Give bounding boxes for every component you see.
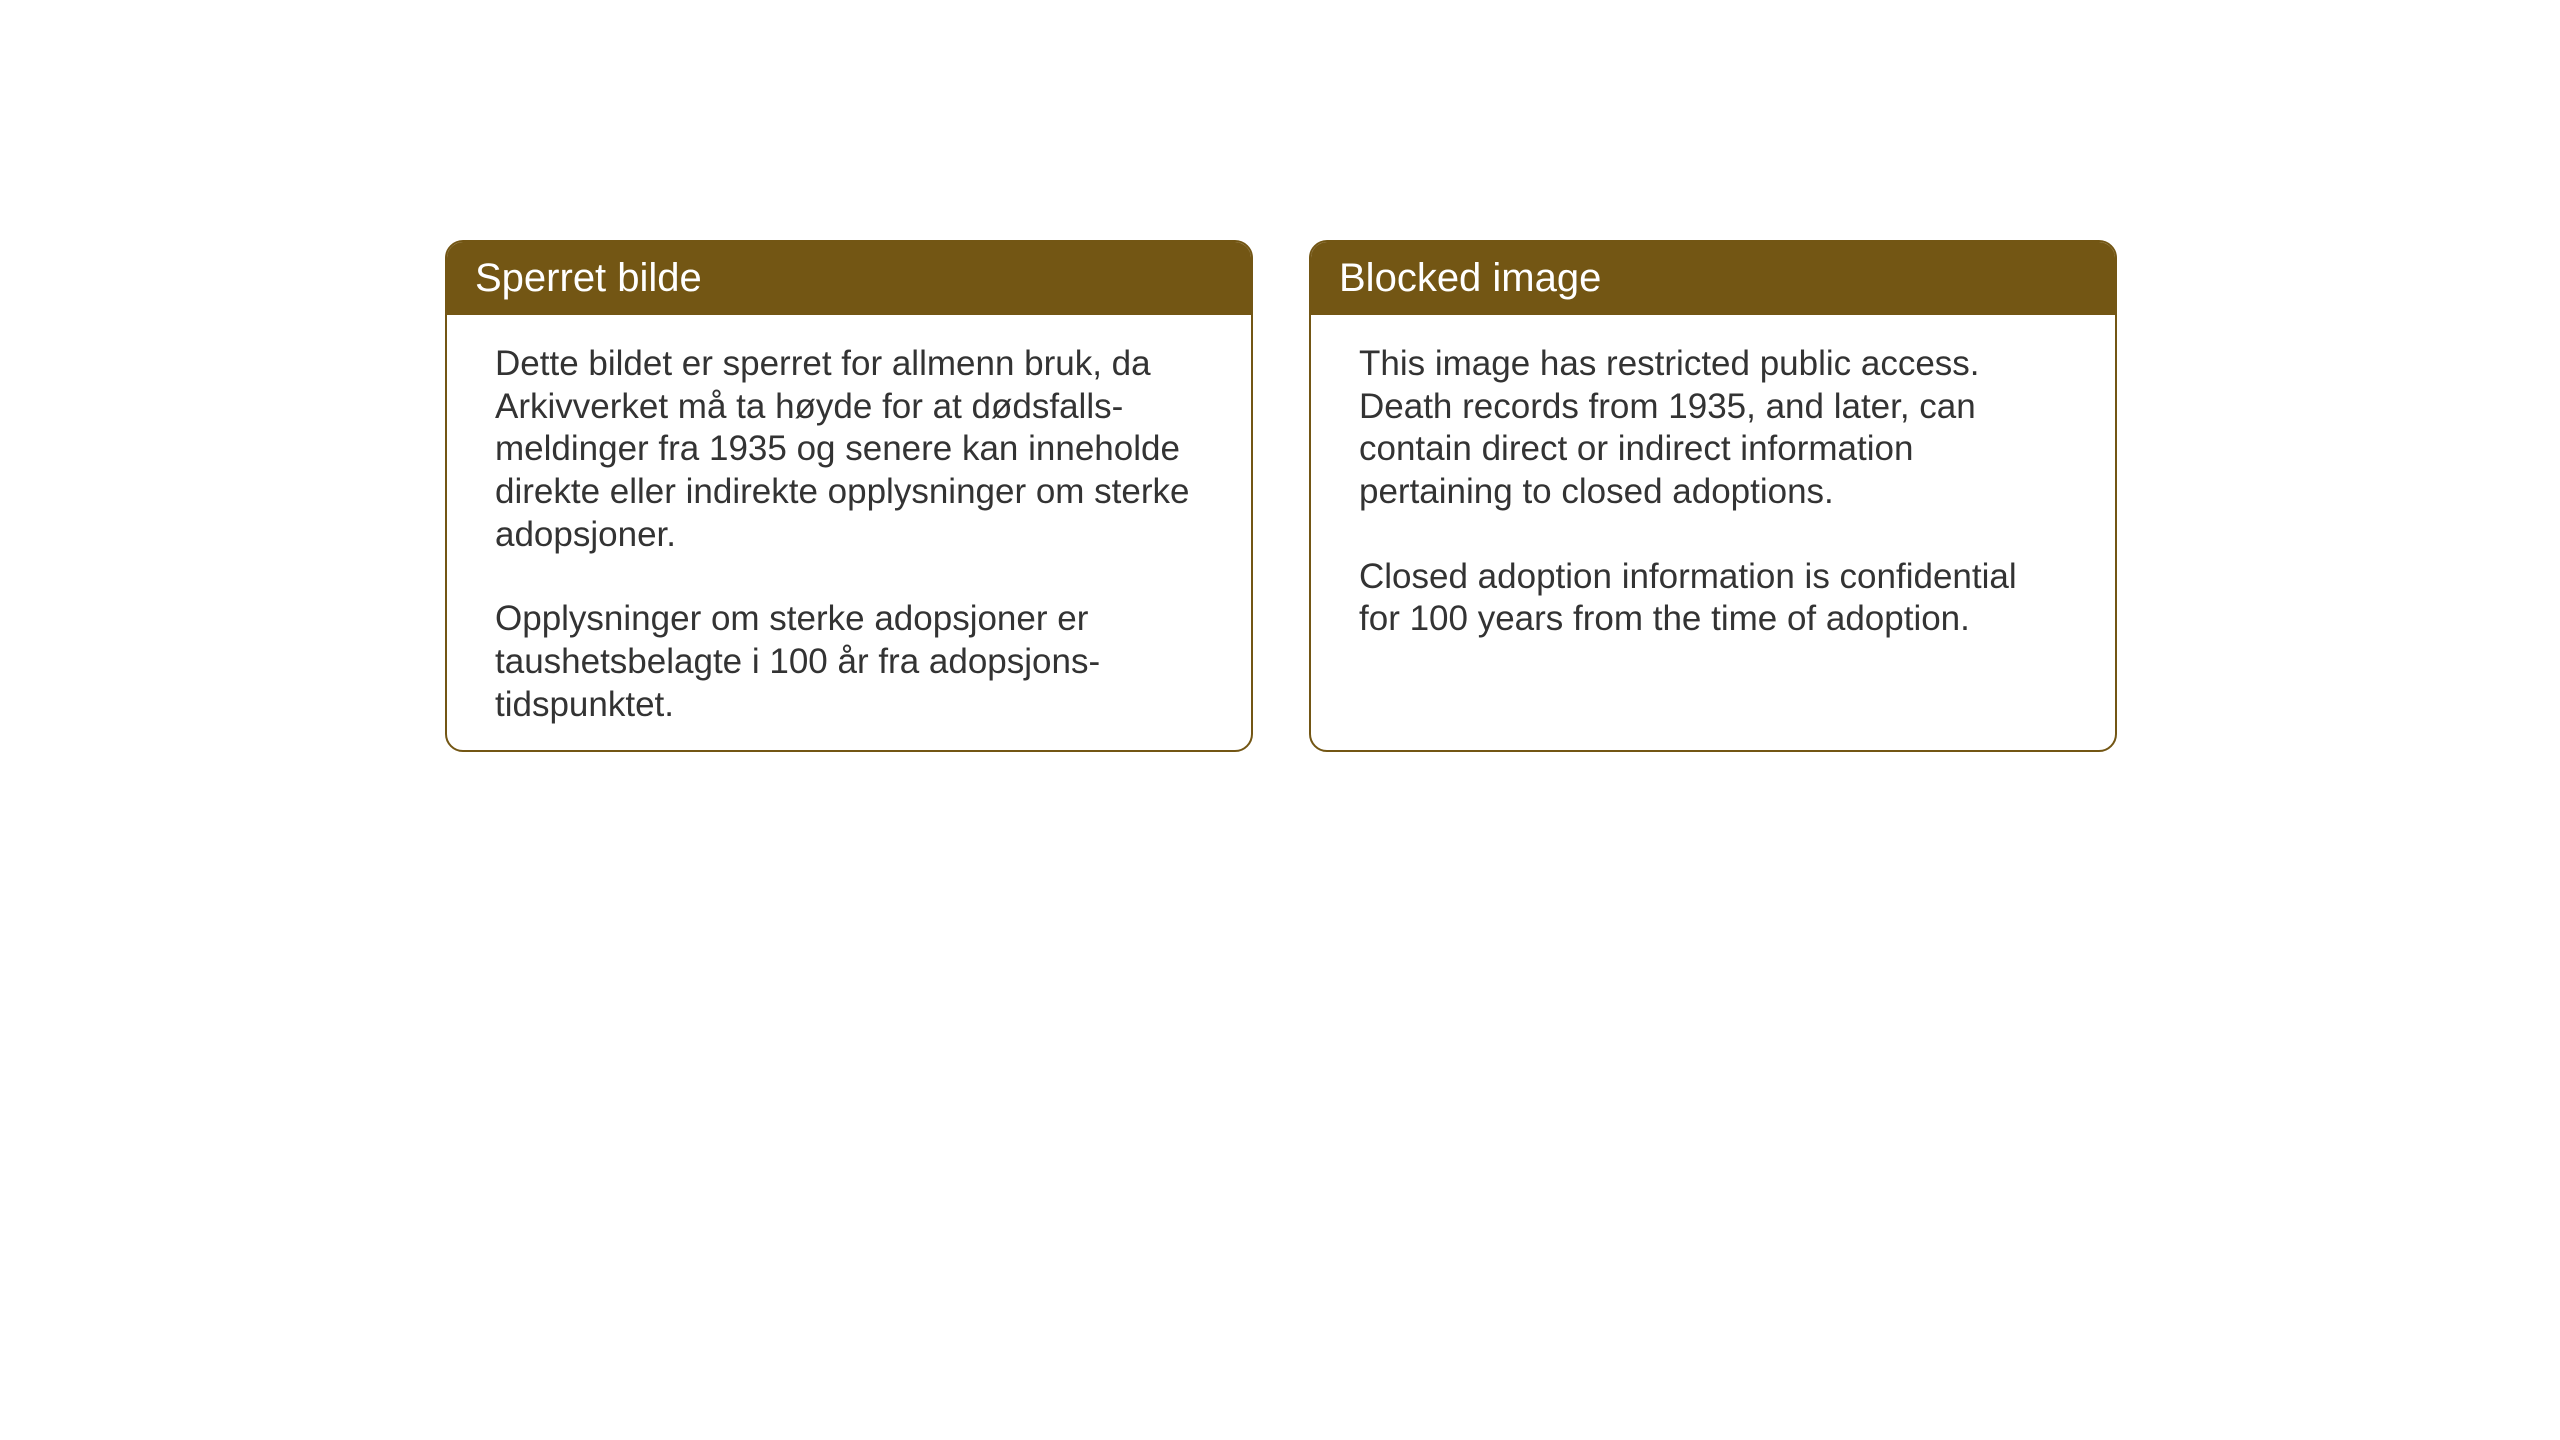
card-body-english: This image has restricted public access.… bbox=[1311, 315, 2115, 669]
card-body-norwegian: Dette bildet er sperret for allmenn bruk… bbox=[447, 315, 1251, 752]
card-paragraph: Opplysninger om sterke adopsjoner er tau… bbox=[495, 598, 1203, 726]
card-paragraph: Closed adoption information is confident… bbox=[1359, 556, 2067, 641]
card-paragraph: This image has restricted public access.… bbox=[1359, 343, 2067, 514]
card-paragraph: Dette bildet er sperret for allmenn bruk… bbox=[495, 343, 1203, 556]
card-title: Blocked image bbox=[1339, 256, 1601, 300]
notice-container: Sperret bilde Dette bildet er sperret fo… bbox=[445, 240, 2117, 752]
notice-card-english: Blocked image This image has restricted … bbox=[1309, 240, 2117, 752]
card-header-norwegian: Sperret bilde bbox=[447, 242, 1251, 315]
card-header-english: Blocked image bbox=[1311, 242, 2115, 315]
card-title: Sperret bilde bbox=[475, 256, 702, 300]
notice-card-norwegian: Sperret bilde Dette bildet er sperret fo… bbox=[445, 240, 1253, 752]
